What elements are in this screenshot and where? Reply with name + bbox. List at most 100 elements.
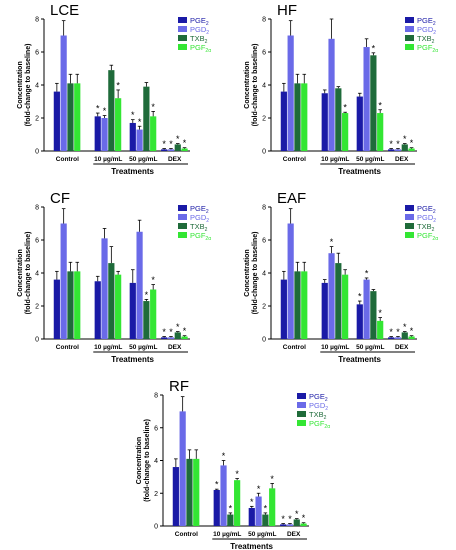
bar-txb2 xyxy=(143,301,150,339)
bar-pgd2 xyxy=(394,149,402,151)
bar-pgf2a xyxy=(115,274,122,339)
significance-star: * xyxy=(378,100,382,110)
legend-subscript: 2α xyxy=(205,48,211,54)
bar-pge2 xyxy=(53,91,60,151)
legend-label: PGE2 xyxy=(309,392,328,403)
bar-pgf2a xyxy=(342,274,349,339)
category-label: 50 µg/mL xyxy=(129,156,157,163)
y-tick-label: 6 xyxy=(35,50,39,57)
panel-title: RF xyxy=(169,378,189,395)
bar-pge2 xyxy=(388,337,395,339)
category-label: Control xyxy=(283,344,306,351)
y-tick-label: 0 xyxy=(35,337,39,344)
category-label: 50 µg/mL xyxy=(356,344,384,351)
legend-label: PGF2α xyxy=(417,43,438,54)
bar-pgf2a xyxy=(150,289,157,339)
legend-swatch xyxy=(297,420,306,426)
y-tick-label: 8 xyxy=(262,205,266,212)
bar-pgd2 xyxy=(255,496,262,526)
bar-pge2 xyxy=(356,96,363,151)
significance-star: * xyxy=(215,480,219,490)
legend-label: PGF2α xyxy=(417,231,438,242)
bar-pgf2a xyxy=(181,148,188,151)
bar-pgf2a xyxy=(74,271,81,339)
significance-star: * xyxy=(257,484,261,494)
legend-swatch xyxy=(178,214,187,220)
category-label: 50 µg/mL xyxy=(248,531,276,538)
bar-pgd2 xyxy=(328,253,335,339)
significance-star: * xyxy=(176,322,180,332)
legend-subscript: 2 xyxy=(432,227,435,233)
legend-subscript: 2α xyxy=(205,236,211,242)
significance-star: * xyxy=(403,134,407,144)
bar-pgd2 xyxy=(220,465,227,526)
bar-pge2 xyxy=(161,337,168,339)
y-axis-label: Concentration xyxy=(136,437,143,484)
y-axis-label: Concentration xyxy=(17,249,24,296)
significance-star: * xyxy=(183,326,187,336)
legend-subscript: 2 xyxy=(433,218,436,224)
legend-label: PGE2 xyxy=(417,204,436,215)
significance-star: * xyxy=(96,104,100,114)
category-label: 50 µg/mL xyxy=(129,344,157,351)
bar-txb2 xyxy=(227,514,234,526)
bar-txb2 xyxy=(67,271,74,339)
significance-star: * xyxy=(270,474,274,484)
legend-label: PGE2 xyxy=(190,204,209,215)
bar-pge2 xyxy=(129,282,136,339)
bar-txb2 xyxy=(186,458,193,526)
bar-pgf2a xyxy=(342,113,349,151)
legend-subscript: 2 xyxy=(433,21,436,27)
bar-txb2 xyxy=(108,263,115,339)
panel-lce: LCE 0 2 4 6 8 Concentration (fold-change to bas… xyxy=(17,2,211,176)
bar-pgd2 xyxy=(287,223,294,339)
bar-pge2 xyxy=(388,149,395,151)
significance-star: * xyxy=(410,138,414,148)
legend-label: PGF2α xyxy=(190,231,211,242)
legend-swatch xyxy=(405,214,414,220)
legend-swatch xyxy=(178,205,187,211)
bar-pgd2 xyxy=(136,231,143,339)
y-tick-label: 2 xyxy=(262,304,266,311)
y-tick-label: 8 xyxy=(262,17,266,24)
legend-subscript: 2 xyxy=(433,30,436,36)
legend-swatch xyxy=(405,232,414,238)
significance-star: * xyxy=(162,327,166,337)
significance-star: * xyxy=(183,138,187,148)
legend-swatch xyxy=(297,411,306,417)
significance-star: * xyxy=(302,513,306,523)
legend-label: TXB2 xyxy=(417,222,435,233)
significance-star: * xyxy=(410,326,414,336)
legend-swatch xyxy=(405,205,414,211)
legend-label: PGD2 xyxy=(190,25,209,36)
y-axis-label: Concentration xyxy=(244,249,251,296)
legend-subscript: 2 xyxy=(205,227,208,233)
legend-label: TXB2 xyxy=(417,34,435,45)
bar-pge2 xyxy=(280,91,287,151)
y-tick-label: 2 xyxy=(262,116,266,123)
legend-swatch xyxy=(297,393,306,399)
category-label: Control xyxy=(283,156,306,163)
bar-pgf2a xyxy=(301,271,308,339)
bar-pge2 xyxy=(280,524,287,526)
significance-star: * xyxy=(235,469,239,479)
bar-txb2 xyxy=(174,332,181,339)
significance-star: * xyxy=(389,139,393,149)
y-tick-label: 8 xyxy=(35,205,39,212)
y-tick-label: 4 xyxy=(154,458,158,465)
legend-swatch xyxy=(405,17,414,23)
y-tick-label: 8 xyxy=(35,17,39,24)
legend-label: TXB2 xyxy=(190,34,208,45)
bar-txb2 xyxy=(401,144,408,151)
legend-label: PGF2α xyxy=(309,419,330,430)
y-tick-label: 0 xyxy=(262,337,266,344)
legend-label: PGD2 xyxy=(417,25,436,36)
legend-subscript: 2 xyxy=(432,39,435,45)
legend-label: PGE2 xyxy=(190,16,209,27)
category-label: 10 µg/mL xyxy=(321,156,349,163)
significance-star: * xyxy=(145,290,149,300)
y-tick-label: 0 xyxy=(35,149,39,156)
significance-star: * xyxy=(131,110,135,120)
bar-txb2 xyxy=(143,86,150,151)
significance-star: * xyxy=(162,139,166,149)
